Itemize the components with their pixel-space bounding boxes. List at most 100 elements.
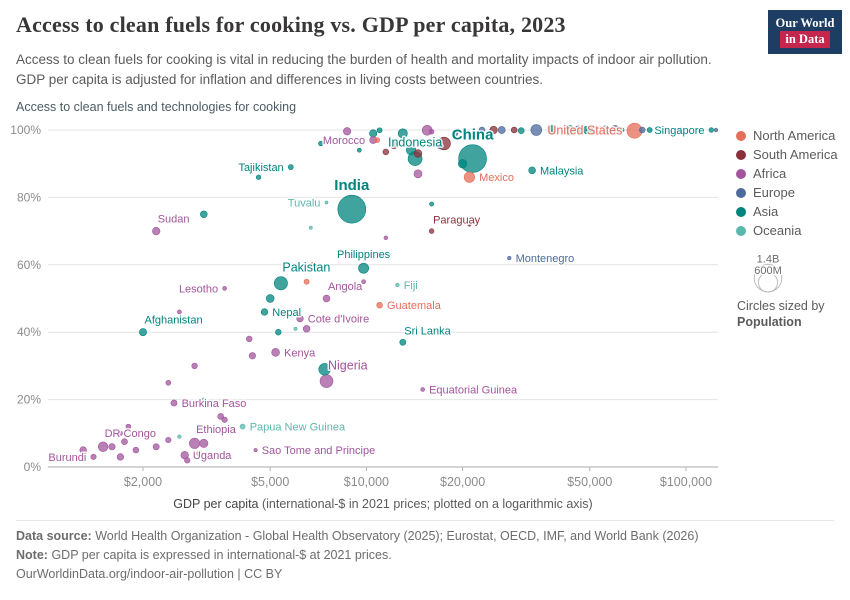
data-point[interactable] (165, 380, 172, 386)
data-point[interactable] (437, 144, 443, 150)
point-burundi[interactable] (90, 453, 97, 460)
data-point[interactable] (177, 309, 182, 315)
data-point[interactable] (275, 329, 282, 336)
data-point[interactable] (397, 128, 408, 139)
data-point[interactable] (467, 222, 472, 227)
point-cote-d-ivoire[interactable] (296, 315, 304, 323)
data-point[interactable] (390, 141, 398, 149)
data-point[interactable] (117, 430, 123, 436)
point-china[interactable] (458, 144, 487, 173)
data-point[interactable] (356, 147, 362, 153)
point-papua-new-guinea[interactable] (239, 423, 246, 430)
data-point[interactable] (351, 180, 358, 187)
point-tajikistan[interactable] (287, 164, 294, 170)
data-point[interactable] (132, 446, 140, 454)
data-point[interactable] (108, 443, 116, 451)
data-point[interactable] (217, 413, 224, 420)
data-point[interactable] (497, 126, 506, 134)
data-point[interactable] (318, 140, 324, 147)
point-angola[interactable] (322, 294, 331, 303)
data-point[interactable] (201, 397, 206, 402)
legend-item-africa[interactable]: Africa (736, 164, 838, 183)
point-ethiopia[interactable] (189, 437, 201, 449)
data-point[interactable] (343, 127, 352, 136)
data-point[interactable] (248, 352, 256, 360)
data-point[interactable] (361, 279, 366, 285)
point-philippines[interactable] (358, 262, 369, 274)
legend-item-asia[interactable]: Asia (736, 202, 838, 221)
data-point[interactable] (677, 127, 683, 133)
point-sri-lanka[interactable] (399, 338, 407, 346)
point-pakistan[interactable] (273, 276, 288, 291)
data-point[interactable] (596, 126, 605, 134)
data-point[interactable] (382, 148, 389, 156)
point-sao-tome-and-principe[interactable] (253, 448, 258, 453)
data-point[interactable] (572, 127, 579, 133)
data-point[interactable] (191, 362, 198, 370)
point-nepal[interactable] (260, 308, 269, 316)
point-burkina-faso[interactable] (170, 399, 178, 407)
data-point[interactable] (376, 127, 383, 134)
data-point[interactable] (341, 363, 347, 369)
data-point[interactable] (530, 124, 543, 136)
point-sudan[interactable] (152, 227, 161, 236)
owid-logo[interactable]: Our World in Data (768, 10, 842, 54)
data-point[interactable] (196, 450, 203, 457)
point-afghanistan[interactable] (139, 328, 147, 337)
data-point[interactable] (458, 159, 468, 169)
data-point[interactable] (413, 169, 423, 179)
legend-item-north-america[interactable]: North America (736, 126, 838, 145)
legend-item-oceania[interactable]: Oceania (736, 221, 838, 240)
data-point[interactable] (517, 127, 525, 134)
point-paraguay[interactable] (428, 228, 435, 234)
data-point[interactable] (639, 126, 646, 134)
point-lesotho[interactable] (222, 286, 227, 291)
data-point[interactable] (308, 225, 313, 230)
data-point[interactable] (116, 453, 125, 461)
point-montenegro[interactable] (507, 256, 512, 261)
data-point[interactable] (200, 210, 208, 219)
data-point[interactable] (413, 149, 423, 158)
data-point[interactable] (561, 125, 570, 135)
data-point[interactable] (478, 126, 486, 134)
data-point[interactable] (428, 129, 435, 135)
data-point[interactable] (452, 130, 459, 137)
data-point[interactable] (246, 335, 253, 343)
data-point[interactable] (184, 457, 191, 464)
data-point[interactable] (121, 438, 128, 446)
point-nigeria[interactable] (319, 374, 334, 388)
data-point[interactable] (619, 127, 625, 133)
data-point[interactable] (662, 127, 668, 133)
data-point[interactable] (696, 127, 702, 133)
point-singapore[interactable] (708, 127, 714, 133)
data-point[interactable] (221, 416, 228, 423)
point-mexico[interactable] (463, 171, 475, 183)
legend-item-south-america[interactable]: South America (736, 145, 838, 164)
point-malaysia[interactable] (528, 166, 536, 175)
data-point[interactable] (585, 126, 594, 135)
data-point[interactable] (310, 262, 316, 268)
data-point[interactable] (510, 126, 518, 134)
point-tuvalu[interactable] (324, 200, 329, 205)
data-point[interactable] (646, 127, 653, 133)
point-equatorial-guinea[interactable] (420, 387, 425, 392)
point-dr-congo[interactable] (97, 441, 109, 452)
data-point[interactable] (293, 326, 298, 331)
point-guatemala[interactable] (376, 302, 383, 309)
legend-item-europe[interactable]: Europe (736, 183, 838, 202)
data-point[interactable] (303, 278, 310, 285)
point-fiji[interactable] (395, 282, 400, 288)
data-point[interactable] (125, 423, 132, 430)
data-point[interactable] (369, 129, 378, 138)
data-point[interactable] (177, 434, 182, 439)
data-point[interactable] (255, 174, 262, 180)
data-point[interactable] (79, 446, 87, 454)
data-point[interactable] (152, 443, 160, 451)
data-point[interactable] (165, 436, 172, 444)
data-point[interactable] (546, 125, 557, 135)
data-point[interactable] (318, 363, 331, 376)
point-india[interactable] (337, 194, 367, 224)
data-point[interactable] (429, 201, 435, 207)
data-point[interactable] (489, 125, 498, 135)
data-point[interactable] (383, 235, 388, 240)
